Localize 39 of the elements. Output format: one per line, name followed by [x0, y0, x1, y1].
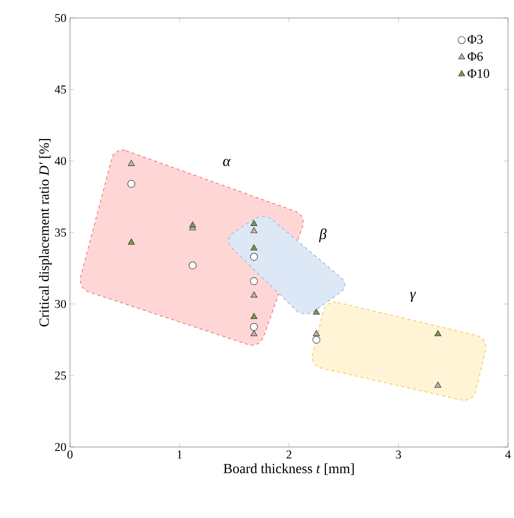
point — [434, 330, 442, 336]
point — [312, 330, 320, 336]
point — [250, 227, 258, 234]
point — [250, 322, 258, 331]
y-tick-label: 20 — [54, 442, 66, 452]
y-tick-label: 50 — [55, 14, 66, 22]
annotation: α — [222, 158, 231, 166]
y-axis-title: Critical displacement ratio D' [%] — [38, 139, 52, 326]
y-tick-label: 40 — [54, 156, 66, 166]
point — [250, 244, 258, 250]
point — [188, 262, 196, 270]
point — [250, 330, 258, 336]
legend-label: Φ10 — [468, 69, 490, 78]
point — [250, 292, 258, 298]
point — [250, 312, 258, 319]
point — [434, 382, 442, 388]
point — [312, 336, 320, 344]
x-axis-title: Board thickness t [mm] — [223, 463, 354, 475]
point — [128, 160, 135, 166]
y-tick-label: 25 — [54, 371, 66, 380]
point — [189, 221, 196, 228]
y-tick-label: 30 — [54, 300, 66, 308]
annotation: β — [318, 228, 326, 242]
point — [127, 180, 136, 188]
x-tick-label: 3 — [396, 450, 401, 459]
y-tick-label: 45 — [54, 86, 66, 94]
point — [312, 308, 320, 315]
legend-label: Φ6 — [468, 52, 483, 61]
point — [250, 220, 258, 226]
y-tick-label: 35 — [54, 228, 66, 237]
legend-label: Φ3 — [468, 35, 483, 44]
point — [250, 277, 258, 286]
x-tick-label: 0 — [67, 450, 72, 459]
annotation: γ — [410, 292, 416, 302]
x-tick-label: 2 — [286, 450, 292, 458]
x-tick-label: 4 — [505, 450, 511, 458]
point — [250, 252, 258, 261]
point — [128, 238, 135, 245]
x-tick-label: 1 — [177, 450, 182, 458]
